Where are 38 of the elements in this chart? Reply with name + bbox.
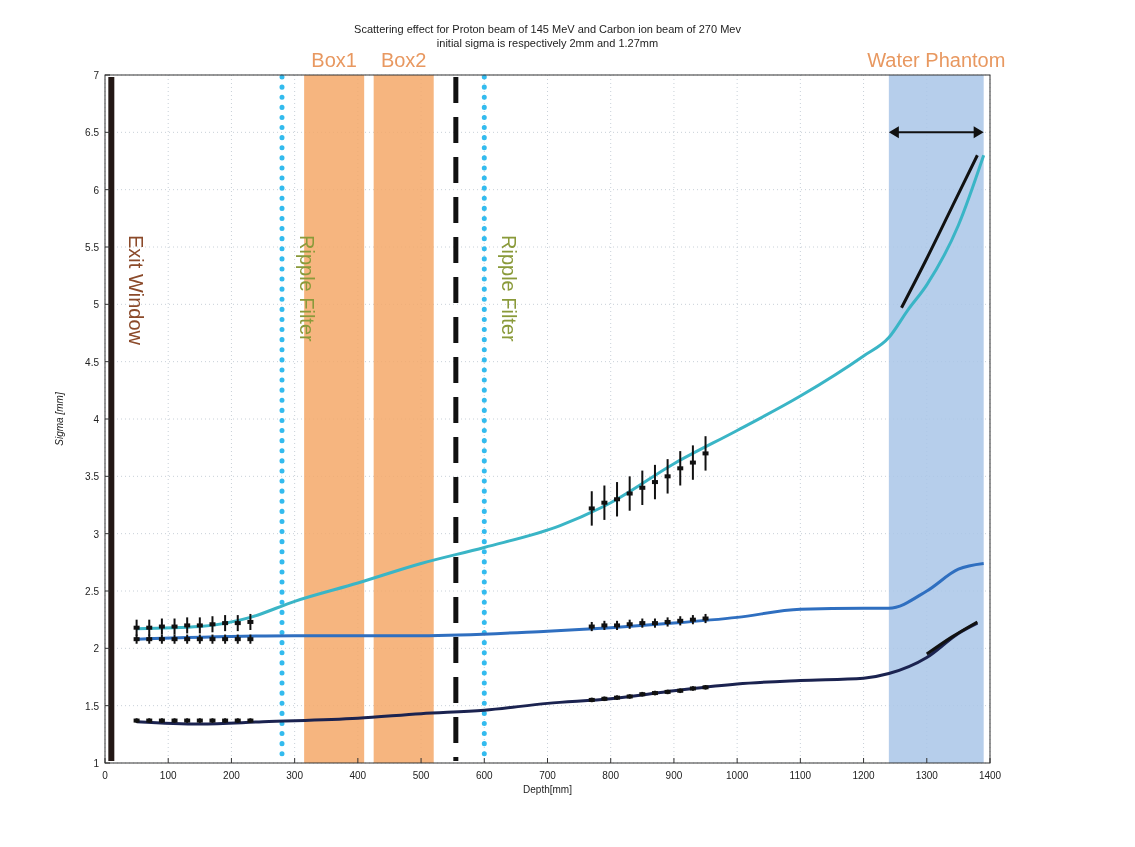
x-tick-label: 1000 (726, 770, 749, 781)
y-tick-label: 7 (93, 70, 100, 81)
ref-line-label: Exit Window (125, 235, 148, 346)
y-tick-label: 3.5 (85, 471, 100, 483)
x-tick-label: 1300 (915, 770, 939, 781)
y-tick-label: 3 (93, 528, 100, 540)
band-label: Box1 (311, 49, 357, 71)
x-tick-label: 1100 (789, 770, 812, 781)
x-tick-label: 200 (223, 770, 241, 781)
x-axis-title: Depth[mm] (523, 784, 573, 795)
chart-subtitle: initial sigma is respectively 2mm and 1.27mm (436, 37, 659, 49)
y-tick-label: 6 (93, 184, 100, 196)
x-tick-label: 100 (159, 770, 177, 781)
ref-line-label: Ripple Filter (498, 235, 521, 343)
band-label: Box2 (380, 49, 427, 71)
x-tick-label: 0 (102, 770, 109, 781)
y-tick-label: 4.5 (85, 356, 100, 368)
ref-line-label: Ripple Filter (296, 235, 318, 343)
y-tick-label: 1.5 (85, 700, 100, 712)
x-tick-label: 400 (349, 770, 367, 781)
y-tick-label: 6.5 (85, 127, 100, 139)
y-tick-label: 1 (93, 758, 100, 769)
y-tick-label: 5 (93, 299, 100, 311)
y-tick-label: 4 (93, 414, 100, 425)
x-tick-label: 1200 (852, 770, 876, 781)
band-label: Water Phantom (867, 49, 1006, 71)
x-tick-label: 800 (602, 770, 620, 781)
x-tick-label: 700 (539, 770, 557, 781)
x-tick-label: 300 (286, 770, 304, 781)
y-tick-label: 2 (93, 643, 100, 655)
chart-title: Scattering effect for Proton beam of 145 MeV and Carbon ion beam of 270 Mev (354, 23, 742, 35)
x-tick-label: 1400 (978, 770, 1002, 781)
x-tick-label: 500 (412, 770, 430, 781)
y-axis-title: Sigma [mm] (54, 392, 65, 446)
x-tick-label: 900 (665, 770, 683, 781)
y-tick-label: 5.5 (85, 242, 100, 253)
x-tick-label: 600 (475, 770, 494, 781)
y-tick-label: 2.5 (85, 586, 100, 597)
